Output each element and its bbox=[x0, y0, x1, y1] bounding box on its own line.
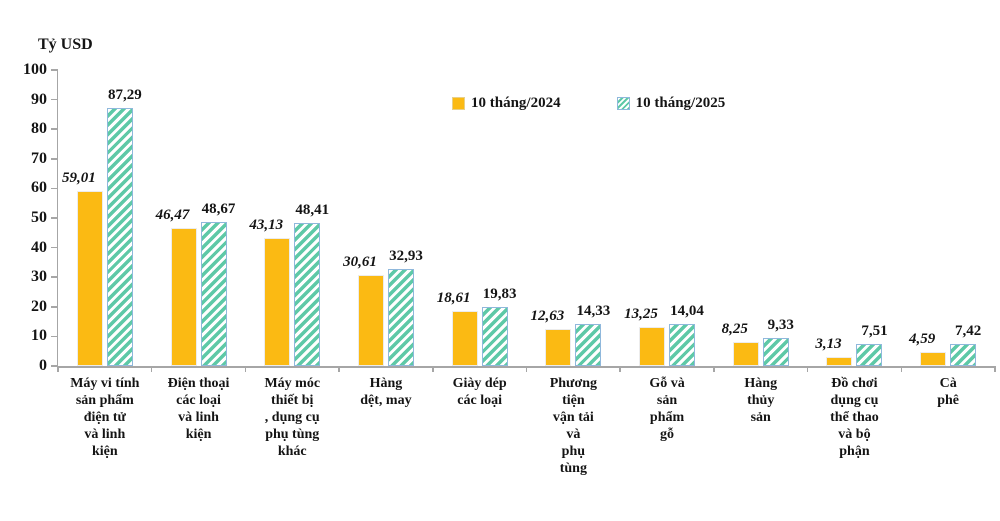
x-tick bbox=[244, 366, 247, 372]
bar-2025 bbox=[762, 338, 789, 366]
x-tick bbox=[713, 366, 715, 372]
bar-2024 bbox=[357, 275, 384, 366]
bar-value-label-2025: 19,83 bbox=[482, 286, 517, 303]
y-tick bbox=[51, 306, 58, 308]
bar-2025 bbox=[950, 344, 977, 366]
bar-value-label-2024: 3,13 bbox=[815, 335, 842, 352]
bar-2024 bbox=[264, 238, 291, 366]
category-label: Đồ chơi dụng cụ thể thao và bộ phận bbox=[830, 376, 879, 459]
bar-value-label-2024: 13,25 bbox=[624, 305, 658, 322]
y-tick-label: 10 bbox=[31, 327, 47, 345]
bar-2024 bbox=[732, 341, 759, 366]
bar-2025 bbox=[200, 221, 227, 366]
y-tick-label: 70 bbox=[31, 149, 47, 167]
bar-value-label-2025: 14,04 bbox=[670, 303, 704, 320]
legend-swatch-2025-icon bbox=[616, 97, 630, 110]
bar-value-label-2024: 59,01 bbox=[61, 170, 96, 187]
y-tick bbox=[51, 128, 58, 130]
category-label: Hàng dệt, may bbox=[360, 376, 412, 408]
x-tick bbox=[525, 366, 528, 372]
bar-2025 bbox=[106, 107, 133, 366]
bar-value-label-2024: 30,61 bbox=[343, 254, 377, 271]
bar-value-label-2025: 7,51 bbox=[861, 322, 888, 339]
y-tick bbox=[51, 98, 58, 101]
bar-2025 bbox=[481, 307, 508, 366]
bar-2024 bbox=[639, 326, 666, 366]
bar-2025 bbox=[575, 323, 602, 366]
plot-area: 0 10 20 30 40 50 60 70 80 90 100 59,01 87,29 Máy vi t… bbox=[23, 61, 996, 476]
x-tick bbox=[619, 366, 621, 372]
bar-2024 bbox=[170, 228, 197, 366]
bar-value-label-2024: 43,13 bbox=[249, 217, 284, 234]
legend-label-2025: 10 tháng/2025 bbox=[635, 95, 726, 111]
y-tick-label: 90 bbox=[31, 90, 47, 108]
bar-2025 bbox=[856, 343, 883, 366]
bar-value-label-2025: 32,93 bbox=[389, 247, 423, 264]
bar-2025 bbox=[387, 268, 414, 366]
category-label: Máy móc thiết bị , dụng cụ phụ tùng khác bbox=[264, 376, 321, 459]
y-tick bbox=[51, 246, 58, 249]
y-tick bbox=[51, 158, 58, 160]
bar-value-label-2025: 48,41 bbox=[295, 201, 330, 218]
y-tick bbox=[51, 69, 58, 71]
x-tick bbox=[150, 366, 153, 372]
bar-value-label-2024: 18,61 bbox=[436, 289, 471, 306]
bar-2024 bbox=[826, 356, 853, 366]
x-tick bbox=[806, 366, 809, 372]
bar-value-label-2024: 4,59 bbox=[909, 331, 936, 348]
x-tick bbox=[900, 366, 903, 372]
y-tick bbox=[51, 365, 58, 367]
bar-value-label-2025: 87,29 bbox=[107, 86, 142, 103]
legend-item-2025: 10 tháng/2025 bbox=[616, 95, 726, 112]
category-label: Cà phê bbox=[937, 376, 960, 408]
bar-2024 bbox=[920, 352, 947, 366]
category-label: Gỗ và sản phẩm gỗ bbox=[649, 376, 685, 442]
y-tick bbox=[51, 335, 58, 338]
legend-swatch-2024-icon bbox=[452, 97, 465, 110]
y-tick-label: 0 bbox=[39, 357, 47, 374]
y-axis-line bbox=[56, 70, 58, 368]
x-tick bbox=[338, 366, 340, 372]
y-tick-label: 20 bbox=[31, 297, 47, 315]
x-tick bbox=[57, 366, 59, 372]
bar-2024 bbox=[76, 191, 103, 366]
x-tick bbox=[994, 366, 996, 372]
category-label: Hàng thủy sản bbox=[744, 376, 778, 425]
x-tick bbox=[432, 366, 434, 372]
y-tick-label: 60 bbox=[31, 179, 47, 197]
y-axis-title: Tỷ USD bbox=[38, 36, 93, 53]
legend: 10 tháng/2024 10 tháng/2025 bbox=[452, 95, 725, 112]
bar-value-label-2025: 7,42 bbox=[955, 323, 982, 340]
y-tick-label: 40 bbox=[31, 238, 47, 256]
bar-value-label-2025: 9,33 bbox=[767, 317, 794, 334]
y-tick-label: 100 bbox=[23, 61, 47, 78]
category-label: Giày dép các loại bbox=[452, 376, 507, 408]
bar-2024 bbox=[451, 310, 478, 366]
category-label: Máy vi tính sản phẩm điện tử và linh kiệ… bbox=[70, 376, 140, 459]
y-tick-label: 30 bbox=[31, 268, 47, 286]
bar-value-label-2025: 48,67 bbox=[201, 200, 236, 217]
legend-item-2024: 10 tháng/2024 bbox=[452, 95, 561, 112]
bar-2025 bbox=[669, 324, 696, 366]
bar-value-label-2024: 8,25 bbox=[721, 320, 748, 337]
y-tick bbox=[51, 187, 58, 190]
bar-value-label-2024: 12,63 bbox=[530, 307, 565, 324]
bar-2025 bbox=[294, 222, 321, 366]
bar-2024 bbox=[545, 328, 572, 366]
bar-value-label-2025: 14,33 bbox=[576, 302, 611, 319]
y-tick bbox=[51, 217, 58, 219]
y-tick bbox=[51, 276, 58, 278]
category-label: Phương tiện vận tải và phụ tùng bbox=[549, 376, 597, 476]
y-tick-label: 50 bbox=[31, 209, 47, 226]
legend-label-2024: 10 tháng/2024 bbox=[471, 95, 561, 111]
category-label: Điện thoại các loại và linh kiện bbox=[167, 376, 230, 442]
y-tick-label: 80 bbox=[31, 120, 47, 138]
bar-value-label-2024: 46,47 bbox=[155, 207, 190, 224]
